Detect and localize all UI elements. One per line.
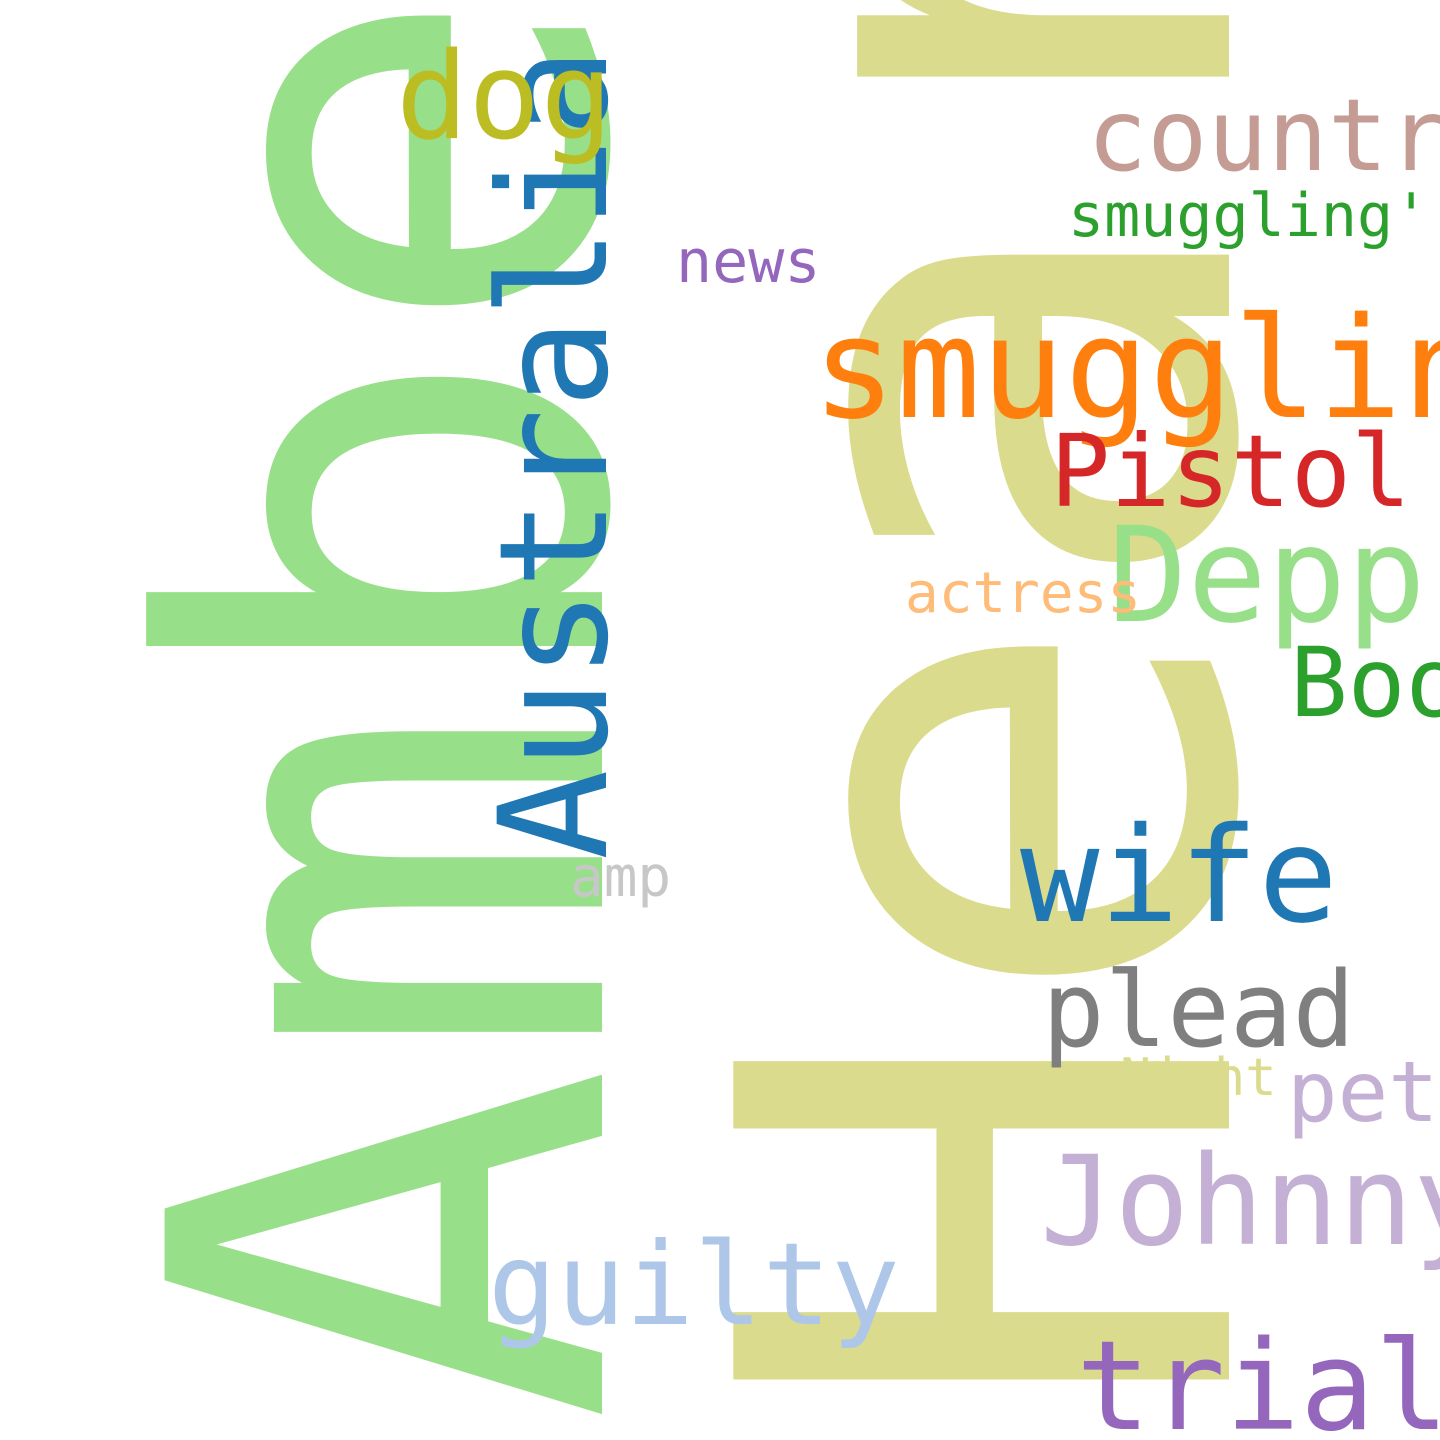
word-plead: plead bbox=[1042, 949, 1356, 1071]
word-johnny: Johnny bbox=[1040, 1130, 1440, 1274]
word-guilty: guilty bbox=[488, 1218, 900, 1351]
word-actress: actress bbox=[905, 561, 1142, 626]
word-pistol: Pistol bbox=[1050, 413, 1412, 530]
word-pet: pet bbox=[1287, 1043, 1439, 1141]
word-country: country bbox=[1087, 77, 1440, 194]
word-trial: trial bbox=[1076, 1315, 1440, 1440]
word-wife: wife bbox=[1020, 799, 1338, 953]
word-smuggling: smuggling bbox=[812, 288, 1440, 451]
word-amp: amp bbox=[570, 845, 672, 910]
word-night: Night bbox=[1120, 1048, 1277, 1108]
word-depp: Depp bbox=[1108, 499, 1426, 653]
word-dog: dog bbox=[396, 28, 613, 167]
word-smuggling-quote: smuggling' bbox=[1068, 181, 1430, 251]
word-boo: Boo bbox=[1290, 627, 1440, 739]
word-news: news bbox=[676, 227, 821, 297]
word-australia: Australia bbox=[468, 47, 642, 860]
